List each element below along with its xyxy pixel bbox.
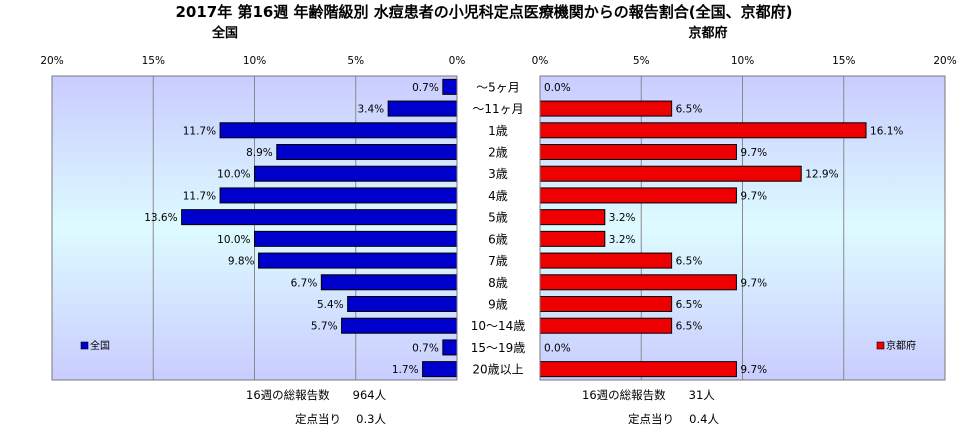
kyoto-value-label: 12.9% <box>805 169 838 181</box>
category-label: 8歳 <box>488 276 508 290</box>
kyoto-bar <box>539 252 673 269</box>
national-value-label: 3.4% <box>357 104 384 116</box>
national-bar <box>341 317 458 334</box>
kyoto-value-label: 0.0% <box>544 82 571 94</box>
kyoto-bar <box>539 122 867 139</box>
national-per-site: 定点当り 0.3人 <box>295 412 386 426</box>
national-value-label: 0.7% <box>412 82 439 94</box>
kyoto-bar <box>539 165 802 182</box>
kyoto-x-tick-label: 15% <box>832 55 855 67</box>
right-panel-heading: 京都府 <box>688 25 727 41</box>
national-bar <box>442 78 458 95</box>
kyoto-total-reports: 16週の総報告数 31人 <box>582 388 715 402</box>
national-bar <box>219 122 458 139</box>
kyoto-value-label: 6.5% <box>676 256 703 268</box>
category-label: 20歳以上 <box>472 363 523 377</box>
kyoto-bar <box>539 230 606 247</box>
kyoto-value-label: 0.0% <box>544 342 571 354</box>
kyoto-x-tick-label: 0% <box>532 55 549 67</box>
chart-title: 2017年 第16週 年齢階級別 水痘患者の小児科定点医療機関からの報告割合(全… <box>175 3 792 21</box>
kyoto-value-label: 6.5% <box>676 299 703 311</box>
kyoto-value-label: 16.1% <box>870 125 903 137</box>
category-label: 5歳 <box>488 211 508 225</box>
kyoto-value-label: 3.2% <box>609 234 636 246</box>
kyoto-x-tick-label: 10% <box>731 55 754 67</box>
national-value-label: 10.0% <box>217 234 250 246</box>
kyoto-value-label: 9.7% <box>740 190 767 202</box>
national-bar <box>254 165 458 182</box>
national-value-label: 0.7% <box>412 342 439 354</box>
national-bar <box>181 209 458 226</box>
kyoto-plot-border <box>539 75 946 381</box>
national-bar <box>442 339 458 356</box>
kyoto-bar <box>539 274 737 291</box>
national-bar <box>320 274 458 291</box>
national-value-label: 10.0% <box>217 169 250 181</box>
national-value-label: 11.7% <box>183 125 216 137</box>
national-value-label: 5.7% <box>311 321 338 333</box>
kyoto-bar <box>539 100 673 117</box>
national-bar <box>254 230 458 247</box>
national-x-tick-label: 5% <box>347 55 364 67</box>
national-value-label: 6.7% <box>291 277 318 289</box>
national-bar <box>422 361 458 378</box>
national-bar <box>347 296 458 312</box>
national-value-label: 11.7% <box>183 190 216 202</box>
national-value-label: 9.8% <box>228 256 255 268</box>
kyoto-value-label: 9.7% <box>740 364 767 376</box>
category-label: 1歳 <box>488 124 508 138</box>
legend-kyoto-swatch <box>876 341 885 350</box>
legend-national-label: 全国 <box>90 339 110 352</box>
national-value-label: 5.4% <box>317 299 344 311</box>
category-label: 3歳 <box>488 167 508 181</box>
national-x-tick-label: 10% <box>243 55 266 67</box>
national-value-label: 13.6% <box>144 212 177 224</box>
kyoto-bar <box>539 361 737 378</box>
kyoto-bar <box>539 187 737 204</box>
category-label: ～5ヶ月 <box>476 80 520 94</box>
kyoto-bar <box>539 209 606 226</box>
kyoto-per-site: 定点当り 0.4人 <box>628 412 719 426</box>
kyoto-value-label: 9.7% <box>740 147 767 159</box>
national-bar <box>258 252 458 269</box>
legend-national: 全国 <box>80 339 110 352</box>
legend-national-swatch <box>80 341 89 350</box>
kyoto-x-tick-label: 5% <box>633 55 650 67</box>
category-label: 9歳 <box>488 298 508 312</box>
national-value-label: 8.9% <box>246 147 273 159</box>
national-bar <box>276 144 458 160</box>
national-x-tick-label: 15% <box>142 55 165 67</box>
kyoto-value-label: 3.2% <box>609 212 636 224</box>
kyoto-bar <box>539 296 673 312</box>
legend-kyoto: 京都府 <box>876 339 916 352</box>
category-label: 2歳 <box>488 146 508 160</box>
category-label: 4歳 <box>488 189 508 203</box>
national-x-tick-label: 0% <box>449 55 466 67</box>
category-label: 6歳 <box>488 232 508 246</box>
national-plot-border <box>51 75 458 381</box>
national-bar <box>219 187 458 204</box>
legend-kyoto-label: 京都府 <box>886 339 916 352</box>
kyoto-x-tick-label: 20% <box>933 55 956 67</box>
kyoto-value-label: 6.5% <box>676 104 703 116</box>
kyoto-bar <box>539 144 737 160</box>
kyoto-value-label: 6.5% <box>676 321 703 333</box>
national-total-reports: 16週の総報告数 964人 <box>246 388 387 402</box>
national-bar <box>387 100 458 117</box>
category-label: 15～19歳 <box>471 341 526 355</box>
national-value-label: 1.7% <box>392 364 419 376</box>
category-label: ～11ヶ月 <box>472 102 523 116</box>
left-panel-heading: 全国 <box>211 25 238 41</box>
national-x-tick-label: 20% <box>40 55 63 67</box>
category-label: 10～14歳 <box>471 319 526 333</box>
kyoto-bar <box>539 317 673 334</box>
kyoto-value-label: 9.7% <box>740 277 767 289</box>
category-label: 7歳 <box>488 254 508 268</box>
